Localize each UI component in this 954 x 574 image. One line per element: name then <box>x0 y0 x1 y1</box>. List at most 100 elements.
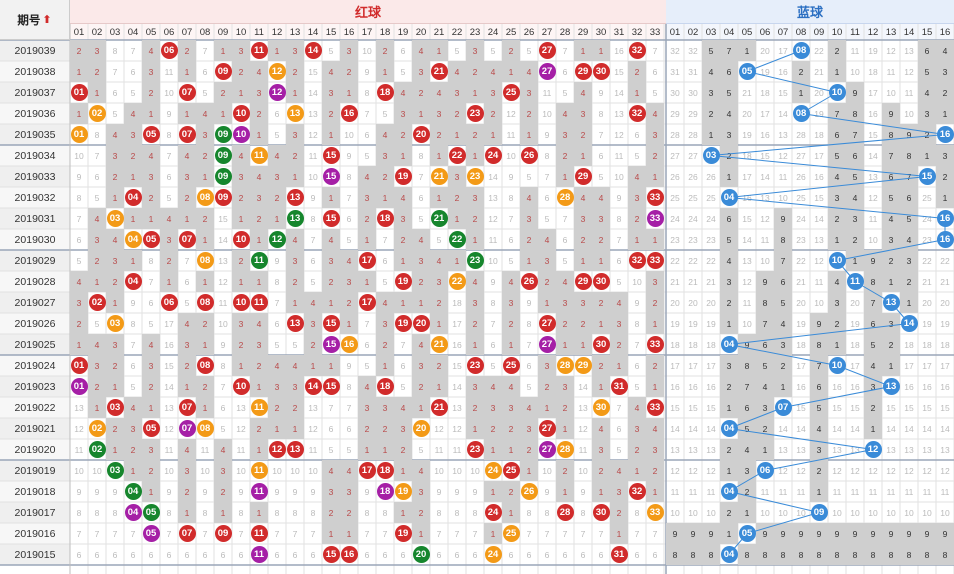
red-ball[interactable]: 25 <box>502 357 520 374</box>
red-ball[interactable]: 21 <box>430 336 448 353</box>
red-ball[interactable]: 09 <box>214 126 232 143</box>
red-ball[interactable]: 29 <box>574 168 592 185</box>
blue-ball[interactable]: 16 <box>936 210 954 227</box>
red-ball[interactable]: 10 <box>232 294 250 311</box>
period-cell[interactable]: 2019028 <box>14 275 56 288</box>
red-ball[interactable]: 23 <box>466 252 484 269</box>
period-cell[interactable]: 2019039 <box>14 44 56 57</box>
period-cell[interactable]: 2019021 <box>14 422 56 435</box>
red-ball[interactable]: 27 <box>538 315 556 332</box>
red-ball[interactable]: 24 <box>484 462 502 479</box>
period-cell[interactable]: 2019027 <box>14 296 56 309</box>
red-ball[interactable]: 04 <box>124 273 142 290</box>
red-ball[interactable]: 13 <box>286 441 304 458</box>
red-ball[interactable]: 24 <box>484 147 502 164</box>
red-ball[interactable]: 18 <box>376 210 394 227</box>
red-ball[interactable]: 04 <box>124 504 142 521</box>
period-cell[interactable]: 2019016 <box>14 527 56 540</box>
red-ball[interactable]: 32 <box>628 252 646 269</box>
red-ball[interactable]: 06 <box>160 42 178 59</box>
red-ball[interactable]: 01 <box>70 126 88 143</box>
red-ball[interactable]: 33 <box>646 252 664 269</box>
red-ball[interactable]: 11 <box>250 42 268 59</box>
blue-ball[interactable]: 04 <box>720 189 738 206</box>
red-ball[interactable]: 23 <box>466 357 484 374</box>
red-ball[interactable]: 21 <box>430 168 448 185</box>
blue-ball[interactable]: 16 <box>936 231 954 248</box>
period-cell[interactable]: 2019026 <box>14 317 56 330</box>
red-ball[interactable]: 20 <box>412 315 430 332</box>
blue-ball[interactable]: 04 <box>720 420 738 437</box>
red-ball[interactable]: 27 <box>538 63 556 80</box>
red-ball[interactable]: 19 <box>394 483 412 500</box>
period-cell[interactable]: 2019025 <box>14 338 56 351</box>
red-ball[interactable]: 08 <box>196 189 214 206</box>
period-cell[interactable]: 2019036 <box>14 107 56 120</box>
blue-ball[interactable]: 04 <box>720 336 738 353</box>
red-ball[interactable]: 10 <box>232 378 250 395</box>
red-ball[interactable]: 23 <box>466 105 484 122</box>
red-ball[interactable]: 09 <box>214 189 232 206</box>
blue-ball[interactable]: 11 <box>846 273 864 290</box>
red-ball[interactable]: 30 <box>592 273 610 290</box>
blue-ball[interactable]: 06 <box>756 462 774 479</box>
red-ball[interactable]: 07 <box>178 84 196 101</box>
blue-ball[interactable]: 08 <box>792 42 810 59</box>
red-ball[interactable]: 19 <box>394 315 412 332</box>
period-cell[interactable]: 2019035 <box>14 128 56 141</box>
red-ball[interactable]: 11 <box>250 252 268 269</box>
red-ball[interactable]: 20 <box>412 546 430 563</box>
red-ball[interactable]: 26 <box>520 483 538 500</box>
red-ball[interactable]: 25 <box>502 462 520 479</box>
red-ball[interactable]: 30 <box>592 63 610 80</box>
red-ball[interactable]: 33 <box>646 399 664 416</box>
red-ball[interactable]: 12 <box>268 231 286 248</box>
red-ball[interactable]: 12 <box>268 441 286 458</box>
red-ball[interactable]: 24 <box>484 546 502 563</box>
red-ball[interactable]: 10 <box>232 105 250 122</box>
red-ball[interactable]: 05 <box>142 231 160 248</box>
red-ball[interactable]: 03 <box>106 399 124 416</box>
blue-ball[interactable]: 10 <box>828 252 846 269</box>
blue-ball[interactable]: 10 <box>828 357 846 374</box>
red-ball[interactable]: 09 <box>214 63 232 80</box>
blue-ball[interactable]: 05 <box>738 63 756 80</box>
blue-ball[interactable]: 13 <box>882 378 900 395</box>
blue-ball[interactable]: 04 <box>720 546 738 563</box>
red-ball[interactable]: 25 <box>502 84 520 101</box>
red-ball[interactable]: 28 <box>556 357 574 374</box>
red-ball[interactable]: 06 <box>160 294 178 311</box>
red-ball[interactable]: 12 <box>268 84 286 101</box>
red-ball[interactable]: 15 <box>322 546 340 563</box>
blue-ball[interactable]: 10 <box>828 84 846 101</box>
period-cell[interactable]: 2019029 <box>14 254 56 267</box>
red-ball[interactable]: 10 <box>232 126 250 143</box>
period-cell[interactable]: 2019019 <box>14 464 56 477</box>
red-ball[interactable]: 07 <box>178 231 196 248</box>
blue-ball[interactable]: 09 <box>810 504 828 521</box>
red-ball[interactable]: 04 <box>124 483 142 500</box>
red-ball[interactable]: 15 <box>322 336 340 353</box>
red-ball[interactable]: 20 <box>412 420 430 437</box>
red-ball[interactable]: 24 <box>484 504 502 521</box>
period-cell[interactable]: 2019038 <box>14 65 56 78</box>
period-cell[interactable]: 2019037 <box>14 86 56 99</box>
red-ball[interactable]: 02 <box>88 105 106 122</box>
red-ball[interactable]: 29 <box>574 273 592 290</box>
red-ball[interactable]: 08 <box>196 294 214 311</box>
red-ball[interactable]: 05 <box>142 420 160 437</box>
blue-ball[interactable]: 15 <box>918 168 936 185</box>
red-ball[interactable]: 01 <box>70 378 88 395</box>
red-ball[interactable]: 08 <box>196 357 214 374</box>
red-ball[interactable]: 13 <box>286 189 304 206</box>
red-ball[interactable]: 11 <box>250 294 268 311</box>
red-ball[interactable]: 20 <box>412 126 430 143</box>
period-cell[interactable]: 2019030 <box>14 233 56 246</box>
red-ball[interactable]: 33 <box>646 189 664 206</box>
period-cell[interactable]: 2019020 <box>14 443 56 456</box>
red-ball[interactable]: 18 <box>376 378 394 395</box>
red-ball[interactable]: 32 <box>628 105 646 122</box>
red-ball[interactable]: 11 <box>250 546 268 563</box>
blue-ball[interactable]: 13 <box>882 294 900 311</box>
period-cell[interactable]: 2019031 <box>14 212 56 225</box>
